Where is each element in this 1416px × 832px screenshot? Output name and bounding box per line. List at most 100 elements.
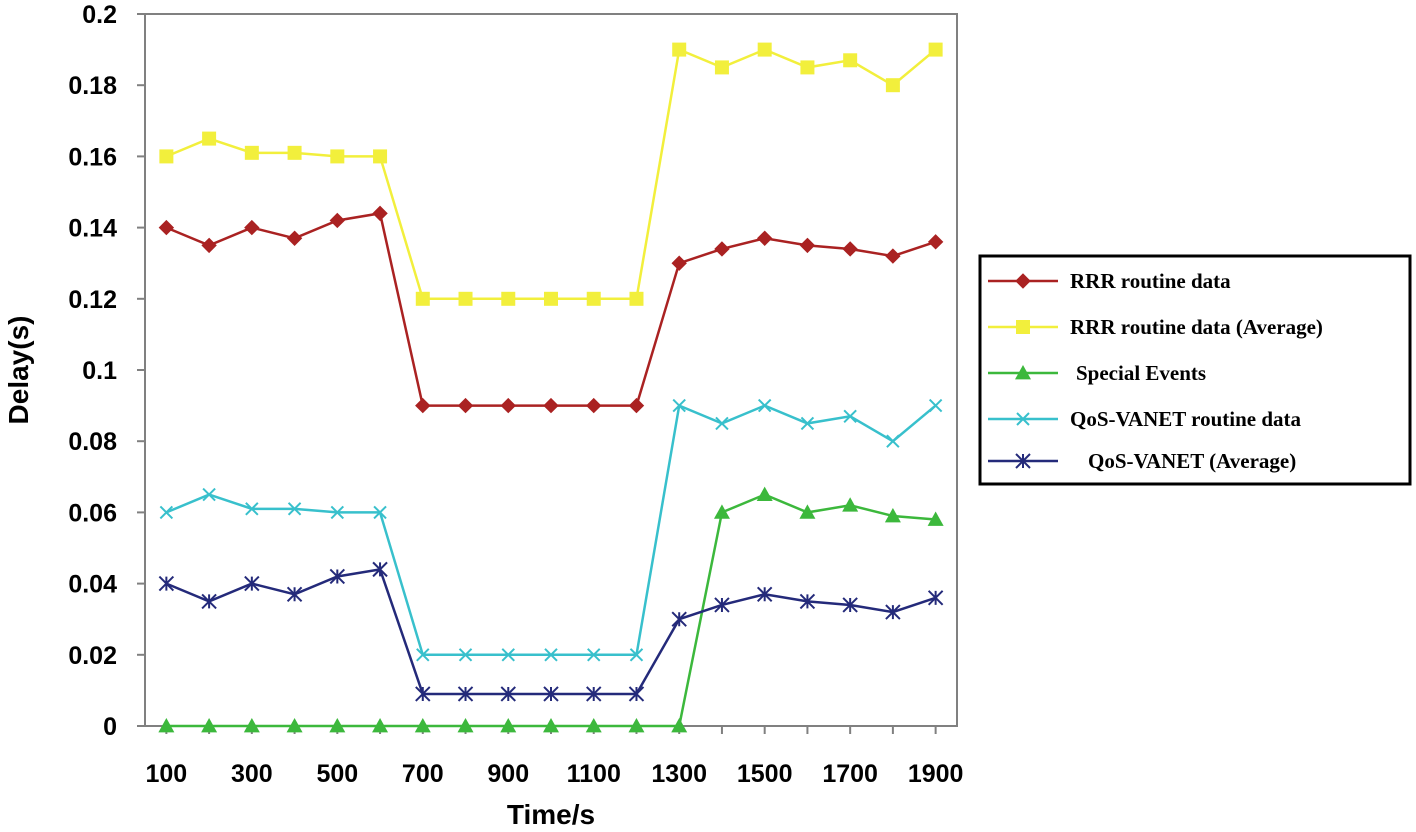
triangle-marker (756, 486, 773, 501)
square-marker (800, 60, 815, 75)
square-marker (330, 149, 345, 164)
diamond-marker (885, 248, 901, 264)
star-marker (586, 686, 602, 702)
x-tick-label: 500 (316, 760, 358, 788)
x-marker (843, 409, 857, 423)
star-marker (158, 575, 175, 592)
diamond-marker (927, 234, 944, 250)
triangle-marker (158, 718, 175, 733)
star-marker (671, 611, 687, 627)
x-marker (245, 502, 259, 516)
square-marker (843, 53, 858, 68)
legend-box (978, 254, 1412, 486)
triangle-marker (671, 718, 688, 733)
x-axis-title: Time/s (507, 799, 595, 830)
legend-item-0: RRR routine data (988, 269, 1231, 293)
triangle-marker (500, 718, 517, 733)
star-marker (628, 686, 645, 702)
legend-item-1: RRR routine data (Average) (988, 315, 1323, 339)
square-marker (629, 291, 644, 306)
star-marker (372, 561, 388, 578)
star-marker (244, 575, 260, 592)
legend-item-3: QoS-VANET routine data (988, 407, 1302, 431)
legend-label: RRR routine data (1070, 269, 1231, 293)
square-marker (544, 291, 558, 306)
series-2 (158, 486, 944, 733)
x-marker (501, 648, 515, 662)
x-tick-label: 1500 (737, 760, 793, 788)
star-marker (714, 597, 730, 613)
square-marker (1016, 320, 1030, 334)
x-marker (1016, 412, 1030, 426)
series-0 (158, 205, 944, 414)
x-marker (159, 505, 174, 520)
legend-label: RRR routine data (Average) (1070, 315, 1323, 339)
series-4 (158, 561, 944, 702)
star-marker (415, 686, 431, 702)
triangle-marker (884, 507, 901, 523)
triangle-marker (201, 718, 218, 733)
x-marker (416, 648, 430, 662)
star-marker (543, 686, 559, 702)
square-marker (928, 42, 943, 57)
square-marker (757, 42, 772, 57)
y-tick-label: 0.14 (68, 215, 117, 243)
legend-label: Special Events (1076, 361, 1206, 385)
x-marker (886, 434, 900, 448)
y-tick-label: 0.12 (68, 286, 117, 314)
diamond-marker (543, 397, 559, 414)
diamond-marker (457, 397, 474, 414)
y-tick-label: 0.04 (68, 571, 117, 599)
diamond-marker (756, 230, 773, 246)
y-tick-label: 0.18 (68, 72, 117, 100)
y-tick-label: 0.2 (82, 1, 117, 29)
square-marker (159, 149, 174, 164)
x-marker (287, 502, 302, 516)
x-tick-label: 1300 (651, 760, 707, 788)
star-marker (201, 593, 217, 610)
x-marker (629, 648, 644, 662)
star-marker (457, 686, 474, 702)
x-marker (757, 398, 772, 413)
square-marker (885, 78, 900, 93)
diamond-marker (1015, 273, 1031, 289)
x-marker (373, 505, 387, 520)
star-marker (756, 586, 773, 602)
series-1 (159, 42, 943, 306)
triangle-marker (457, 718, 474, 733)
diamond-marker (244, 219, 260, 236)
x-marker (202, 487, 216, 502)
diamond-marker (158, 219, 175, 236)
x-marker (928, 398, 943, 413)
square-marker (202, 131, 217, 146)
legend-label: QoS-VANET routine data (1070, 407, 1302, 431)
x-tick-label: 1100 (567, 760, 621, 788)
triangle-marker (543, 718, 559, 733)
diamond-marker (799, 237, 816, 254)
y-tick-label: 0.16 (68, 143, 117, 171)
star-marker (885, 604, 901, 620)
star-marker (329, 568, 346, 585)
square-marker (714, 60, 729, 75)
diamond-marker (201, 237, 217, 254)
triangle-marker (628, 718, 645, 733)
triangle-marker (243, 718, 260, 733)
x-tick-label: 300 (231, 760, 273, 788)
diamond-marker (586, 397, 602, 414)
x-marker (330, 505, 345, 520)
legend-item-4: QoS-VANET (Average) (988, 449, 1296, 473)
series-layer (158, 42, 944, 733)
diamond-marker (329, 212, 346, 229)
square-marker (458, 291, 473, 306)
diamond-marker (415, 397, 431, 414)
x-tick-label: 900 (487, 760, 529, 788)
star-marker (1015, 453, 1031, 469)
square-marker (244, 145, 259, 160)
x-marker (715, 416, 729, 431)
x-marker (800, 416, 815, 431)
triangle-marker (1015, 365, 1031, 380)
square-marker (415, 291, 430, 306)
y-tick-label: 0.1 (82, 357, 117, 385)
x-marker (672, 398, 686, 413)
triangle-marker (414, 718, 431, 733)
